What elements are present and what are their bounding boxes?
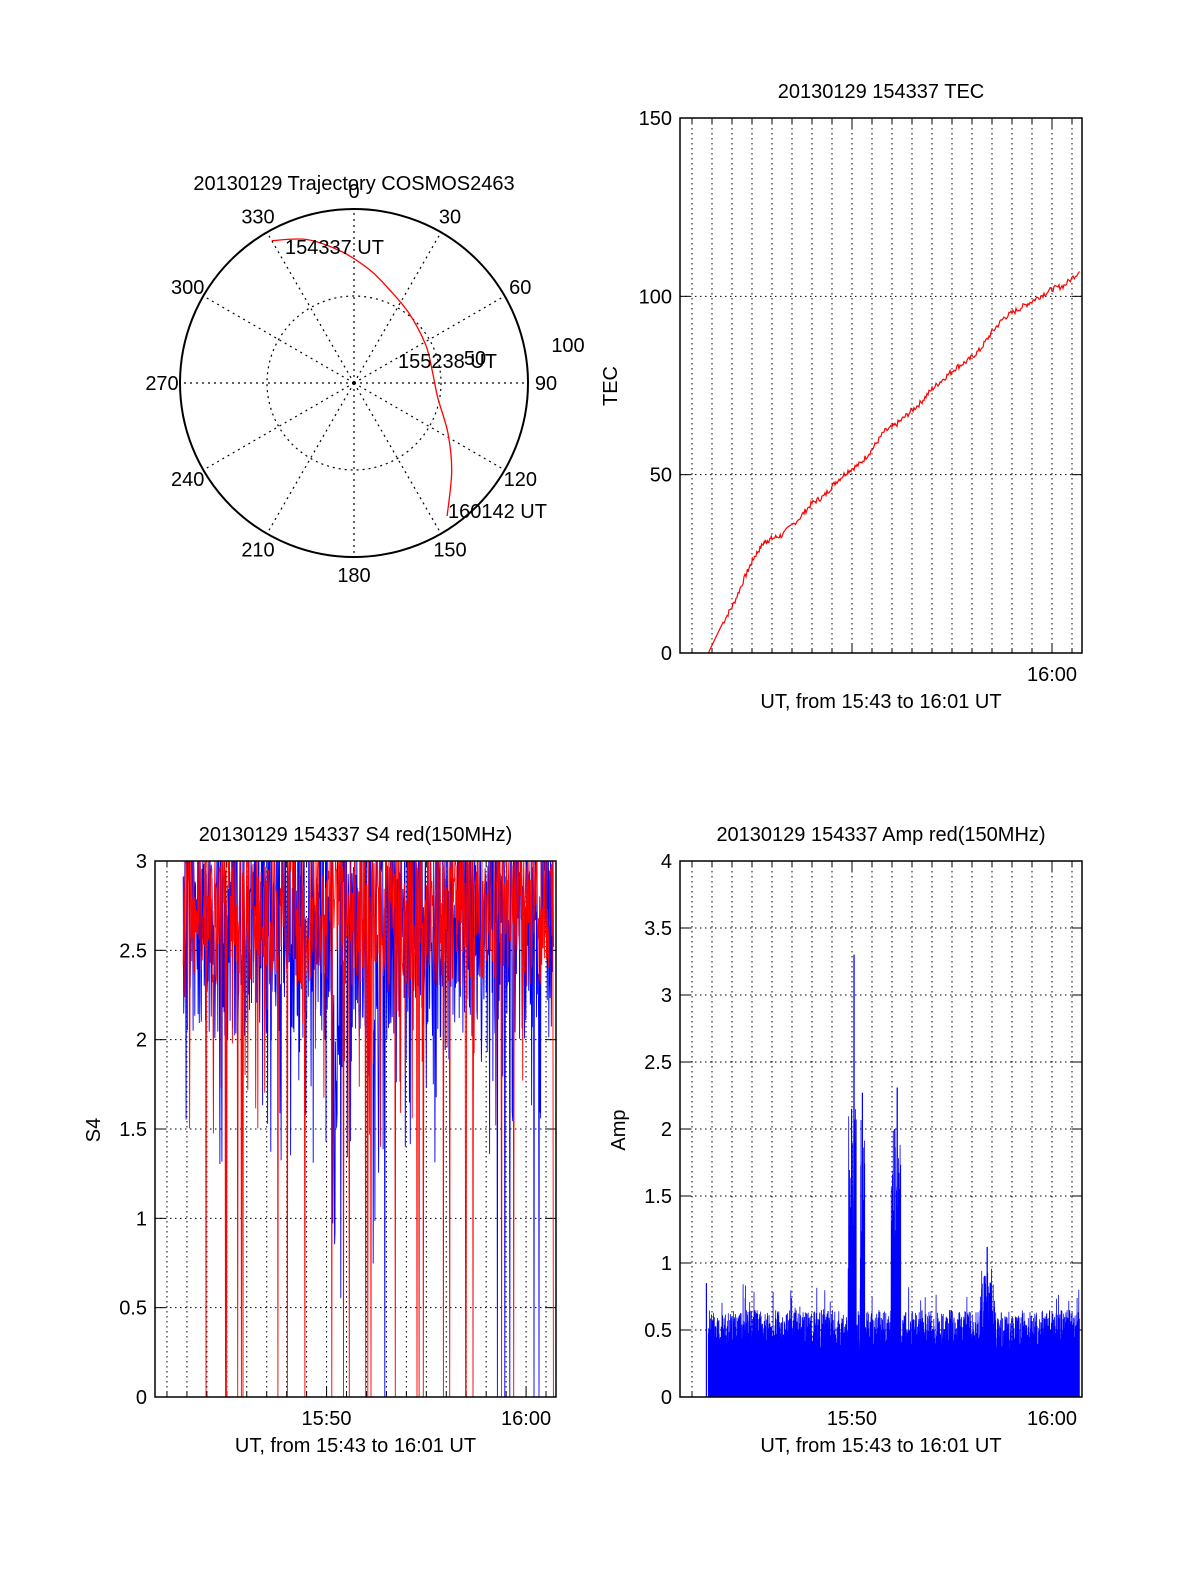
trajectory-start-label: 154337 UT (285, 237, 384, 259)
y-axis-label: TEC (600, 366, 622, 406)
y-tick-label: 1.5 (644, 1186, 672, 1208)
azimuth-tick-label: 240 (171, 469, 204, 491)
azimuth-tick-label: 180 (337, 565, 370, 587)
y-tick-label: 0 (136, 1387, 147, 1409)
x-axis-label: UT, from 15:43 to 16:01 UT (235, 1435, 476, 1457)
azimuth-spoke (203, 382, 355, 471)
y-tick-label: 2 (136, 1030, 147, 1052)
plot-frame (679, 860, 1083, 1398)
y-tick-label: 3 (661, 985, 672, 1007)
y-tick-label: 2 (661, 1119, 672, 1141)
radial-tick-label: 100 (551, 335, 584, 357)
trajectory-mid-label: 155238 UT (398, 351, 497, 373)
y-tick-label: 0 (661, 1387, 672, 1409)
y-axis-label: Amp (608, 1109, 630, 1150)
y-tick-label: 1.5 (119, 1119, 147, 1141)
amp-series-line (707, 954, 1080, 1398)
y-tick-label: 3 (136, 851, 147, 873)
y-tick-label: 0.5 (644, 1320, 672, 1342)
azimuth-tick-label: 30 (439, 207, 461, 229)
chart-title: 20130129 154337 S4 red(150MHz) (199, 824, 513, 846)
amp-chart: 0 0.5 1 1.5 2 2.5 3 3.5 4 15:50 16:00 20130129 1543… (608, 824, 1083, 1457)
outer-ring (179, 208, 529, 558)
y-tick-label: 3.5 (644, 918, 672, 940)
azimuth-tick-label: 210 (241, 539, 274, 561)
y-tick-label: 0.5 (119, 1298, 147, 1320)
azimuth-spoke (203, 295, 355, 384)
plot-area (182, 861, 554, 1397)
chart-title: 20130129 154337 Amp red(150MHz) (716, 824, 1045, 846)
y-axis-label: S4 (83, 1118, 105, 1142)
y-tick-label: 100 (639, 286, 672, 308)
azimuth-spoke (266, 382, 355, 534)
x-tick-label: 16:00 (1027, 1408, 1077, 1430)
y-tick-label: 1 (661, 1253, 672, 1275)
azimuth-tick-label: 0 (348, 181, 359, 203)
chart-title: 20130129 Trajectory COSMOS2463 (193, 173, 514, 195)
y-tick-label: 4 (661, 851, 672, 873)
tec-series-line (707, 271, 1080, 654)
azimuth-tick-label: 150 (433, 539, 466, 561)
y-tick-label: 1 (136, 1208, 147, 1230)
azimuth-tick-label: 120 (504, 469, 537, 491)
y-tick-label: 150 (639, 108, 672, 130)
s4-red-series (182, 861, 554, 1397)
azimuth-spoke (353, 295, 505, 384)
y-tick-label: 2.5 (644, 1052, 672, 1074)
tec-chart: 0 50 100 150 16:00 20130129 154337 TEC UT, fro… (600, 81, 1083, 713)
azimuth-spoke (353, 382, 442, 534)
radial-tick-label: 50 (464, 348, 486, 370)
chart-title: 20130129 154337 TEC (778, 81, 984, 103)
y-tick-label: 50 (650, 465, 672, 487)
y-tick-label: 0 (661, 643, 672, 665)
x-axis-label: UT, from 15:43 to 16:01 UT (760, 691, 1001, 713)
x-tick-label: 16:00 (501, 1408, 551, 1430)
azimuth-spoke (266, 232, 355, 384)
azimuth-tick-label: 330 (241, 207, 274, 229)
x-tick-label: 15:50 (302, 1408, 352, 1430)
azimuth-spoke (353, 382, 505, 471)
plot-frame (154, 860, 557, 1398)
trajectory-end-label: 160142 UT (448, 501, 547, 523)
s4-chart: 0 0.5 1 1.5 2 2.5 3 15:50 16:00 20130129 154337 S… (83, 824, 557, 1457)
x-axis-label: UT, from 15:43 to 16:01 UT (760, 1435, 1001, 1457)
x-tick-label: 16:00 (1027, 664, 1077, 686)
azimuth-tick-label: 60 (509, 277, 531, 299)
x-tick-label: 15:50 (827, 1408, 877, 1430)
azimuth-tick-label: 270 (145, 373, 178, 395)
azimuth-spoke (353, 232, 442, 384)
y-tick-label: 2.5 (119, 940, 147, 962)
plot-frame (679, 117, 1083, 654)
elevation-ring-50 (266, 295, 442, 471)
azimuth-tick-label: 300 (171, 277, 204, 299)
trajectory-line (271, 238, 453, 517)
azimuth-tick-label: 90 (535, 373, 557, 395)
